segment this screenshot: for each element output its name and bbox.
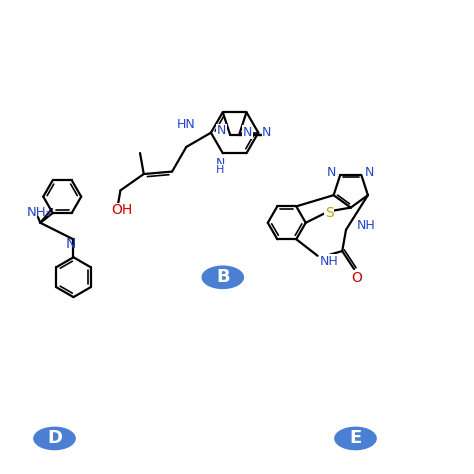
Text: N: N	[66, 237, 76, 251]
Text: N: N	[216, 157, 225, 170]
Text: N: N	[365, 166, 374, 179]
Text: HN: HN	[177, 118, 196, 131]
Text: N: N	[217, 125, 226, 137]
Ellipse shape	[33, 427, 76, 450]
Text: N: N	[262, 126, 272, 139]
Text: OH: OH	[111, 203, 133, 217]
Text: N: N	[327, 166, 337, 179]
Text: S: S	[325, 206, 334, 220]
Text: NH₂: NH₂	[27, 206, 52, 219]
Text: B: B	[216, 268, 229, 286]
Text: NH: NH	[320, 255, 339, 268]
Text: N: N	[243, 126, 252, 139]
Text: H: H	[216, 165, 225, 175]
Text: E: E	[349, 429, 362, 447]
Ellipse shape	[201, 265, 244, 289]
Text: O: O	[351, 271, 362, 284]
Text: D: D	[47, 429, 62, 447]
Text: NH: NH	[356, 219, 375, 232]
Ellipse shape	[334, 427, 377, 450]
